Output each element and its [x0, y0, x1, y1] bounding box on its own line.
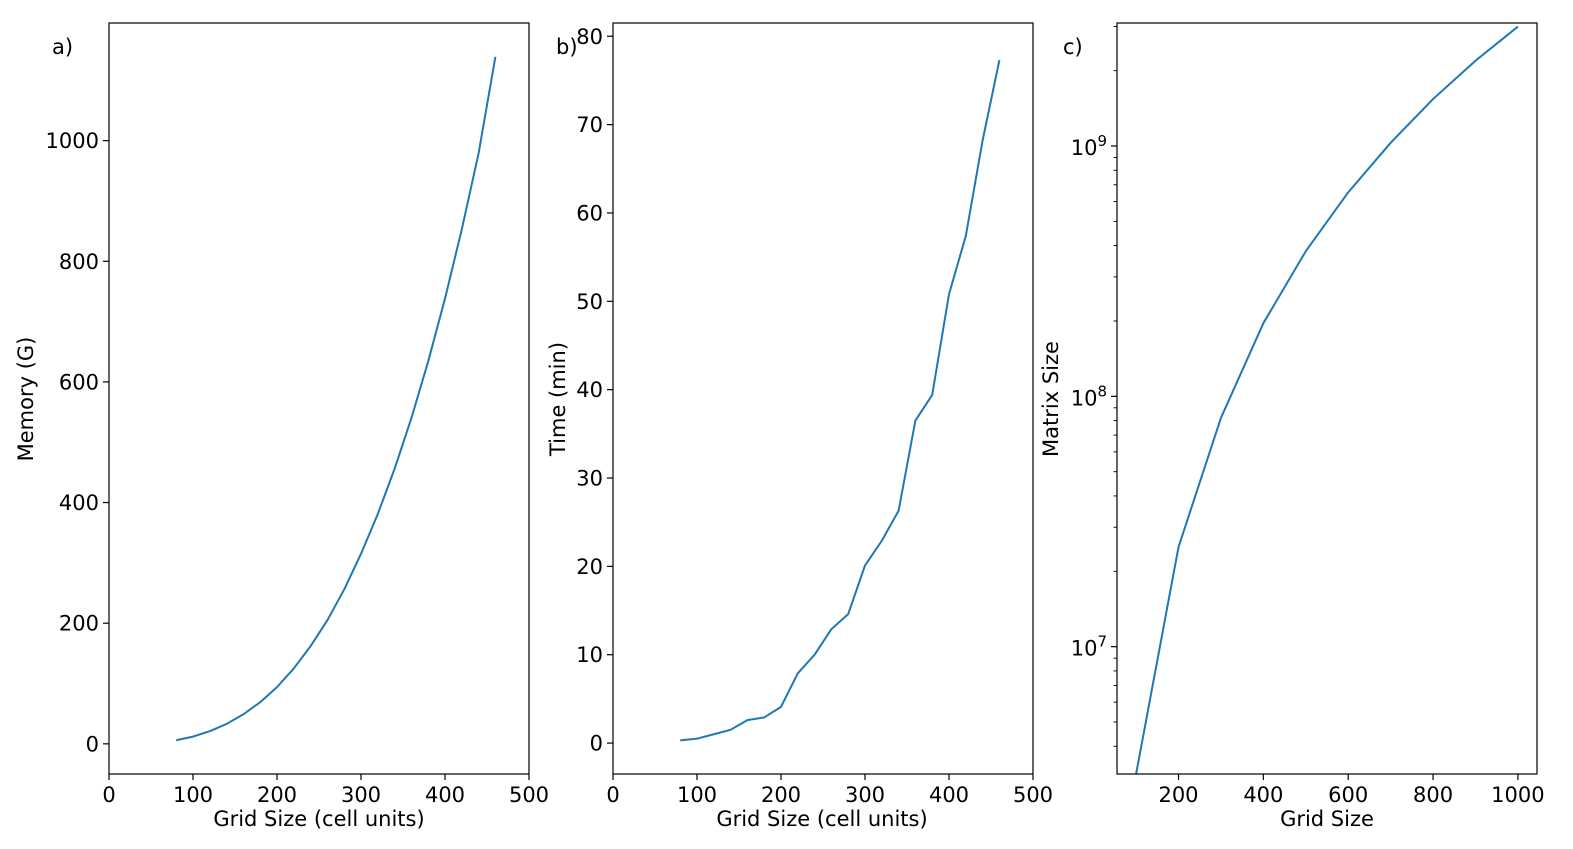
- panel-b-y-tick-label: 50: [576, 290, 603, 314]
- panel-c-x-tick-label: 600: [1328, 783, 1368, 807]
- panel-a-y-tick-label: 1000: [46, 129, 99, 153]
- panel-b-x-tick-label: 200: [761, 783, 801, 807]
- panel-c-y-tick-label: 108: [1071, 382, 1107, 410]
- panel-a-x-tick-label: 200: [257, 783, 297, 807]
- panel-a-x-tick-label: 300: [341, 783, 381, 807]
- panel-b-x-tick-label: 500: [1013, 783, 1053, 807]
- panel-c-axes-frame: [1116, 22, 1538, 775]
- panel-c-xlabel: Grid Size: [1280, 807, 1374, 831]
- panel-a-axes-frame: [108, 22, 530, 775]
- panel-b-xlabel: Grid Size (cell units): [716, 807, 927, 831]
- panel-c-y-tick-label: 107: [1071, 633, 1107, 661]
- panel-a: a) Grid Size (cell units) Memory (G): [14, 35, 425, 831]
- panel-b-y-tick-label: 20: [576, 555, 603, 579]
- panel-b-x-tick-label: 100: [677, 783, 717, 807]
- panel-b-y-tick-label: 10: [576, 643, 603, 667]
- panel-c-x-tick-label: 1000: [1491, 783, 1544, 807]
- panel-a-xlabel: Grid Size (cell units): [213, 807, 424, 831]
- panel-b-x-tick-label: 300: [845, 783, 885, 807]
- panel-b-y-tick-label: 80: [576, 25, 603, 49]
- panel-c-y-tick-label: 109: [1071, 132, 1107, 160]
- plot-a: 0 100 200 300 400 500 0 200 400 600 800 1000: [46, 22, 549, 807]
- panel-a-x-tick-label: 100: [173, 783, 213, 807]
- panel-b-y-tick-label: 0: [590, 732, 603, 756]
- panel-c-x-tick-label: 400: [1243, 783, 1283, 807]
- panel-b-label: b): [556, 35, 578, 59]
- panel-a-x-tick-label: 400: [425, 783, 465, 807]
- panel-a-series-line: [175, 56, 497, 742]
- panel-c-ylabel: Matrix Size: [1039, 341, 1063, 457]
- panel-c-x-tick-label: 200: [1158, 783, 1198, 807]
- panel-a-y-tick-label: 0: [86, 732, 99, 756]
- panel-b: b) Grid Size (cell units) Time (min): [546, 35, 928, 831]
- panel-b-ylabel: Time (min): [546, 342, 570, 457]
- plot-c: 200 400 600 800 1000 107 108 109: [1071, 22, 1545, 807]
- panel-a-ylabel: Memory (G): [14, 337, 38, 462]
- panel-b-y-tick-label: 60: [576, 201, 603, 225]
- panel-a-x-tick-label: 0: [102, 783, 115, 807]
- panel-a-label: a): [52, 35, 73, 59]
- plot-b: 0 100 200 300 400 500 0 10 20 30 40 50 60 70 80: [576, 22, 1053, 807]
- panel-b-y-tick-label: 40: [576, 378, 603, 402]
- panel-b-y-tick-label: 30: [576, 467, 603, 491]
- panel-c-series-line: [1135, 25, 1519, 775]
- panel-a-x-tick-label: 500: [509, 783, 549, 807]
- panel-b-x-tick-label: 0: [606, 783, 619, 807]
- panel-a-y-tick-label: 200: [59, 612, 99, 636]
- panel-b-y-tick-label: 70: [576, 113, 603, 137]
- panel-a-y-tick-label: 600: [59, 370, 99, 394]
- panel-b-x-tick-label: 400: [929, 783, 969, 807]
- panel-a-y-tick-label: 800: [59, 250, 99, 274]
- panel-b-axes-frame: [612, 22, 1034, 775]
- panel-b-series-line: [680, 59, 1001, 742]
- panel-a-y-tick-label: 400: [59, 491, 99, 515]
- panel-c: c) Grid Size Matrix Size: [1039, 35, 1374, 831]
- panel-c-label: c): [1063, 35, 1083, 59]
- panel-c-x-tick-label: 800: [1413, 783, 1453, 807]
